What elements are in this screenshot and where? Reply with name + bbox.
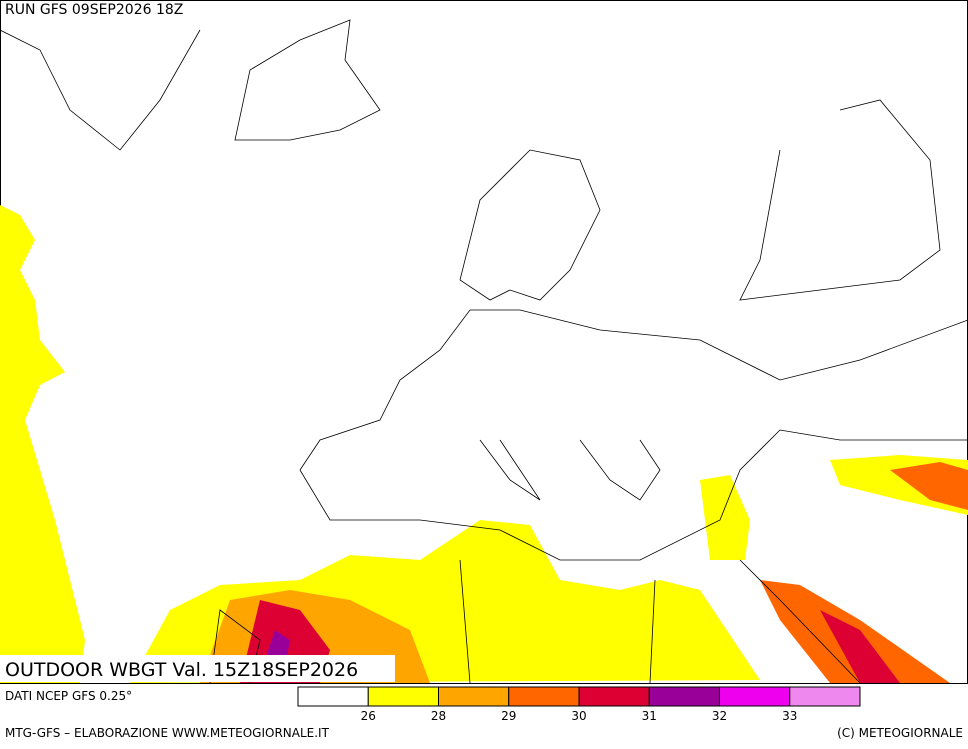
border [739, 99, 941, 301]
legend-tick-label: 33 [782, 709, 797, 723]
heat-area [890, 462, 968, 510]
title-backdrop [0, 655, 395, 682]
legend-swatch [297, 686, 369, 707]
legend-swatch [789, 686, 861, 707]
coastline [299, 429, 968, 561]
coastline [579, 439, 661, 501]
legend-tick-label: 28 [431, 709, 446, 723]
map-title: OUTDOOR WBGT Val. 15Z18SEP2026 [5, 659, 358, 681]
coastline [459, 149, 601, 301]
legend-swatch [508, 686, 580, 707]
legend-tick-label: 31 [642, 709, 657, 723]
heat-area [820, 610, 900, 683]
footer-right: (C) METEOGIORNALE [837, 726, 963, 740]
legend-tick-label: 30 [571, 709, 586, 723]
coastline [479, 439, 541, 501]
legend: 26 28 29 30 31 32 33 [297, 686, 861, 723]
map: RUN GFS 09SEP2026 18Z OUTDOOR WBGT Val. … [0, 0, 968, 684]
heat-area [0, 205, 85, 683]
run-label: RUN GFS 09SEP2026 18Z [5, 2, 183, 18]
legend-swatch [438, 686, 510, 707]
coastline [739, 559, 861, 684]
legend-tick-label: 29 [501, 709, 516, 723]
legend-swatch [648, 686, 720, 707]
coastline [0, 29, 201, 151]
legend-tick-label: 26 [361, 709, 376, 723]
legend-tick-label: 32 [712, 709, 727, 723]
legend-swatch [367, 686, 439, 707]
legend-swatch [719, 686, 791, 707]
heat-area [700, 475, 750, 560]
legend-swatch [578, 686, 650, 707]
coastline [299, 309, 968, 471]
coastline [234, 19, 381, 141]
source-label: DATI NCEP GFS 0.25° [5, 689, 132, 703]
footer-left: MTG-GFS – ELABORAZIONE WWW.METEOGIORNALE… [5, 726, 330, 740]
